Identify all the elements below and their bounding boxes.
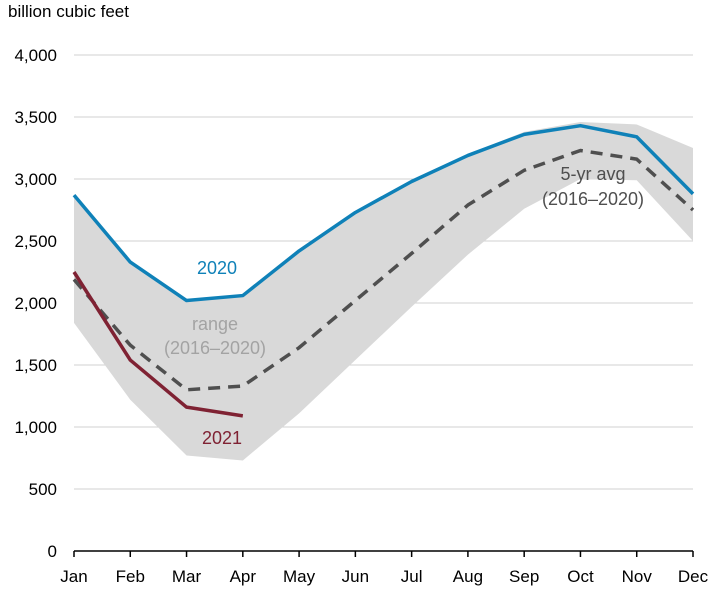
range-area <box>74 121 693 461</box>
y-tick-label-3000: 3,000 <box>14 170 57 189</box>
annotation-2021: 2021 <box>202 428 242 448</box>
y-tick-label-2500: 2,500 <box>14 232 57 251</box>
range-area-layer <box>74 121 693 461</box>
y-tick-label-4000: 4,000 <box>14 46 57 65</box>
x-tick-label-sep: Sep <box>509 567 539 586</box>
y-tick-label-0: 0 <box>48 542 57 561</box>
x-tick-label-dec: Dec <box>678 567 709 586</box>
y-tick-label-1000: 1,000 <box>14 418 57 437</box>
annotation-2020: 2020 <box>197 258 237 278</box>
y-tick-label-2000: 2,000 <box>14 294 57 313</box>
x-tick-label-oct: Oct <box>567 567 594 586</box>
x-tick-label-feb: Feb <box>116 567 145 586</box>
chart-text-layer: billion cubic feet 2020 range (2016–2020… <box>8 2 709 586</box>
annotation-5yr-avg-line2: (2016–2020) <box>542 189 644 209</box>
x-tick-label-may: May <box>283 567 316 586</box>
x-tick-label-jun: Jun <box>342 567 369 586</box>
y-axis-title: billion cubic feet <box>8 2 129 21</box>
y-tick-label-1500: 1,500 <box>14 356 57 375</box>
series-5yr-avg-line <box>72 148 695 392</box>
axes <box>73 550 694 557</box>
annotation-5yr-avg-line1: 5-yr avg <box>560 164 625 184</box>
x-tick-label-aug: Aug <box>453 567 483 586</box>
annotation-range-line2: (2016–2020) <box>164 338 266 358</box>
annotation-range-line1: range <box>192 314 238 334</box>
x-tick-label-jan: Jan <box>60 567 87 586</box>
x-tick-label-jul: Jul <box>401 567 423 586</box>
x-tick-label-mar: Mar <box>172 567 202 586</box>
series-2020-line <box>72 123 695 303</box>
series-2021-line <box>72 271 244 418</box>
x-tick-label-nov: Nov <box>622 567 653 586</box>
x-tick-label-apr: Apr <box>230 567 257 586</box>
series-lines-layer <box>72 123 695 418</box>
y-tick-label-3500: 3,500 <box>14 108 57 127</box>
y-tick-label-500: 500 <box>29 480 57 499</box>
